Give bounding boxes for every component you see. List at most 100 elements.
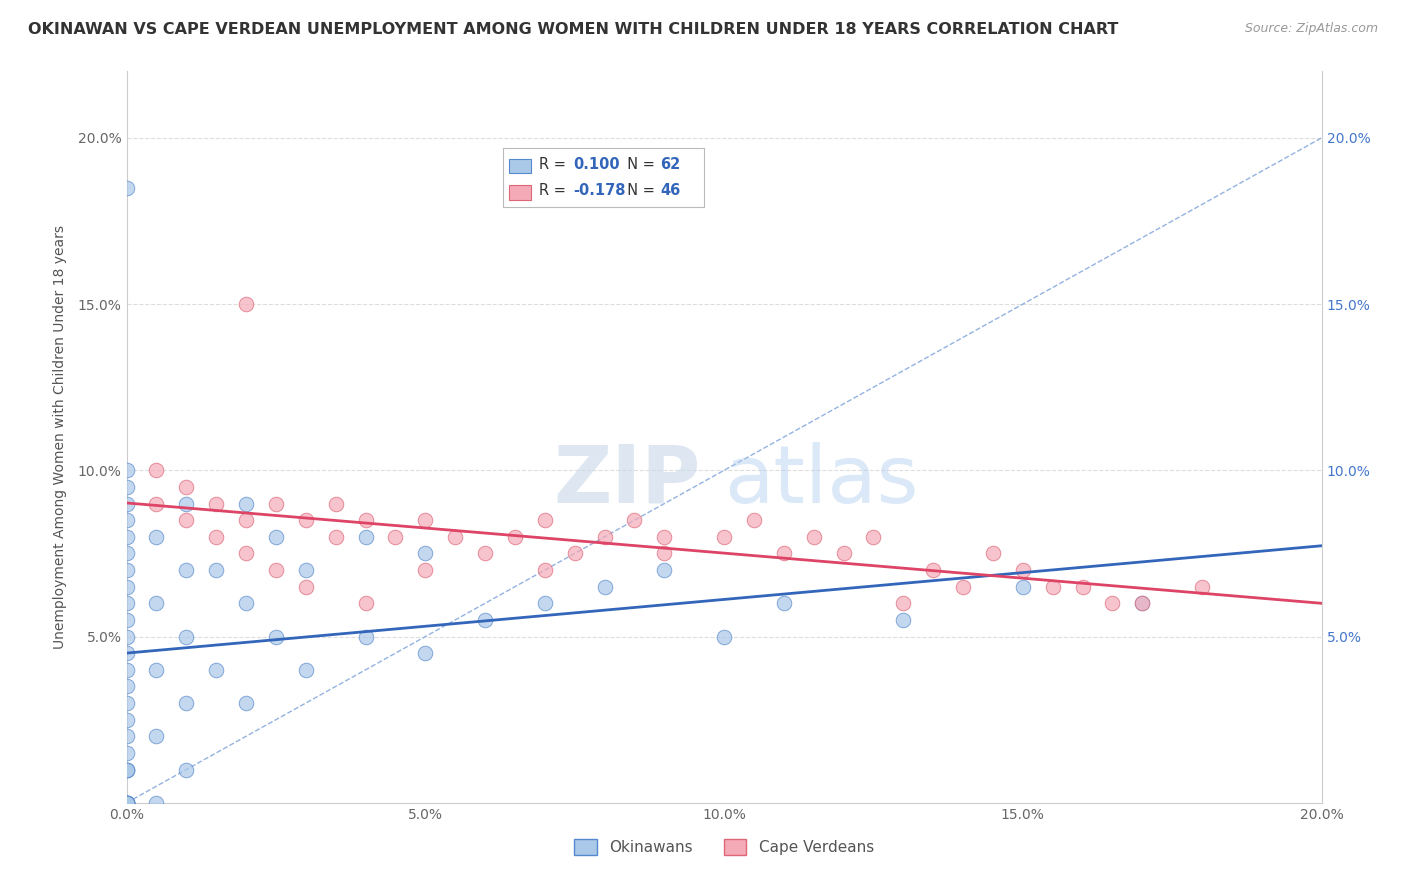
- Okinawans: [115, 763, 138, 777]
- Okinawans: [115, 513, 138, 527]
- Text: 0.100: 0.100: [574, 157, 620, 172]
- Okinawans: [115, 613, 138, 627]
- Cape Verdeans: [803, 530, 825, 544]
- Okinawans: [174, 630, 197, 644]
- Okinawans: [593, 580, 616, 594]
- Okinawans: [354, 530, 377, 544]
- Cape Verdeans: [205, 530, 228, 544]
- Okinawans: [115, 796, 138, 810]
- Text: R =: R =: [538, 157, 571, 172]
- Cape Verdeans: [264, 497, 287, 511]
- Cape Verdeans: [294, 580, 316, 594]
- Okinawans: [115, 646, 138, 660]
- Okinawans: [1011, 580, 1033, 594]
- Okinawans: [115, 796, 138, 810]
- Okinawans: [174, 497, 197, 511]
- Okinawans: [174, 763, 197, 777]
- Text: -0.178: -0.178: [574, 183, 626, 198]
- Okinawans: [294, 663, 316, 677]
- Okinawans: [115, 713, 138, 727]
- Okinawans: [115, 796, 138, 810]
- Okinawans: [415, 646, 437, 660]
- Okinawans: [115, 630, 138, 644]
- Text: OKINAWAN VS CAPE VERDEAN UNEMPLOYMENT AMONG WOMEN WITH CHILDREN UNDER 18 YEARS C: OKINAWAN VS CAPE VERDEAN UNEMPLOYMENT AM…: [28, 22, 1119, 37]
- Text: N =: N =: [617, 183, 659, 198]
- Cape Verdeans: [415, 513, 437, 527]
- Cape Verdeans: [534, 563, 557, 577]
- Cape Verdeans: [325, 497, 347, 511]
- Okinawans: [115, 796, 138, 810]
- Okinawans: [145, 596, 167, 610]
- Okinawans: [115, 530, 138, 544]
- Cape Verdeans: [174, 480, 197, 494]
- Okinawans: [115, 463, 138, 477]
- Okinawans: [115, 796, 138, 810]
- Okinawans: [115, 480, 138, 494]
- Okinawans: [534, 596, 557, 610]
- Okinawans: [174, 563, 197, 577]
- Okinawans: [115, 180, 138, 194]
- Okinawans: [205, 663, 228, 677]
- Cape Verdeans: [832, 546, 855, 560]
- Okinawans: [115, 729, 138, 743]
- Cape Verdeans: [1011, 563, 1033, 577]
- Text: 46: 46: [659, 183, 681, 198]
- Cape Verdeans: [325, 530, 347, 544]
- Okinawans: [145, 796, 167, 810]
- Cape Verdeans: [713, 530, 735, 544]
- Okinawans: [115, 546, 138, 560]
- Cape Verdeans: [235, 546, 257, 560]
- Cape Verdeans: [534, 513, 557, 527]
- Cape Verdeans: [593, 530, 616, 544]
- Cape Verdeans: [922, 563, 945, 577]
- Okinawans: [145, 530, 167, 544]
- Cape Verdeans: [623, 513, 645, 527]
- Cape Verdeans: [652, 530, 675, 544]
- Okinawans: [145, 663, 167, 677]
- Okinawans: [264, 630, 287, 644]
- Cape Verdeans: [145, 497, 167, 511]
- Okinawans: [115, 696, 138, 710]
- Cape Verdeans: [1071, 580, 1094, 594]
- Cape Verdeans: [1191, 580, 1213, 594]
- Text: Source: ZipAtlas.com: Source: ZipAtlas.com: [1244, 22, 1378, 36]
- Okinawans: [1130, 596, 1153, 610]
- Okinawans: [235, 497, 257, 511]
- Okinawans: [415, 546, 437, 560]
- Okinawans: [354, 630, 377, 644]
- Okinawans: [652, 563, 675, 577]
- Cape Verdeans: [354, 513, 377, 527]
- Text: atlas: atlas: [724, 442, 918, 520]
- Cape Verdeans: [952, 580, 974, 594]
- Cape Verdeans: [652, 546, 675, 560]
- Okinawans: [205, 563, 228, 577]
- Okinawans: [115, 796, 138, 810]
- Cape Verdeans: [1130, 596, 1153, 610]
- Okinawans: [115, 563, 138, 577]
- Okinawans: [115, 680, 138, 694]
- Okinawans: [893, 613, 915, 627]
- Text: R =: R =: [538, 183, 571, 198]
- Cape Verdeans: [893, 596, 915, 610]
- Okinawans: [115, 663, 138, 677]
- Cape Verdeans: [773, 546, 796, 560]
- Text: N =: N =: [617, 157, 659, 172]
- Okinawans: [294, 563, 316, 577]
- Cape Verdeans: [742, 513, 765, 527]
- Cape Verdeans: [205, 497, 228, 511]
- Okinawans: [235, 596, 257, 610]
- Okinawans: [264, 530, 287, 544]
- Cape Verdeans: [981, 546, 1004, 560]
- Text: ZIP: ZIP: [553, 442, 700, 520]
- Cape Verdeans: [1042, 580, 1064, 594]
- Legend: Okinawans, Cape Verdeans: Okinawans, Cape Verdeans: [568, 833, 880, 861]
- Cape Verdeans: [415, 563, 437, 577]
- Okinawans: [115, 796, 138, 810]
- Cape Verdeans: [174, 513, 197, 527]
- Okinawans: [115, 763, 138, 777]
- Cape Verdeans: [862, 530, 884, 544]
- Cape Verdeans: [235, 513, 257, 527]
- Okinawans: [115, 580, 138, 594]
- Cape Verdeans: [474, 546, 496, 560]
- Cape Verdeans: [354, 596, 377, 610]
